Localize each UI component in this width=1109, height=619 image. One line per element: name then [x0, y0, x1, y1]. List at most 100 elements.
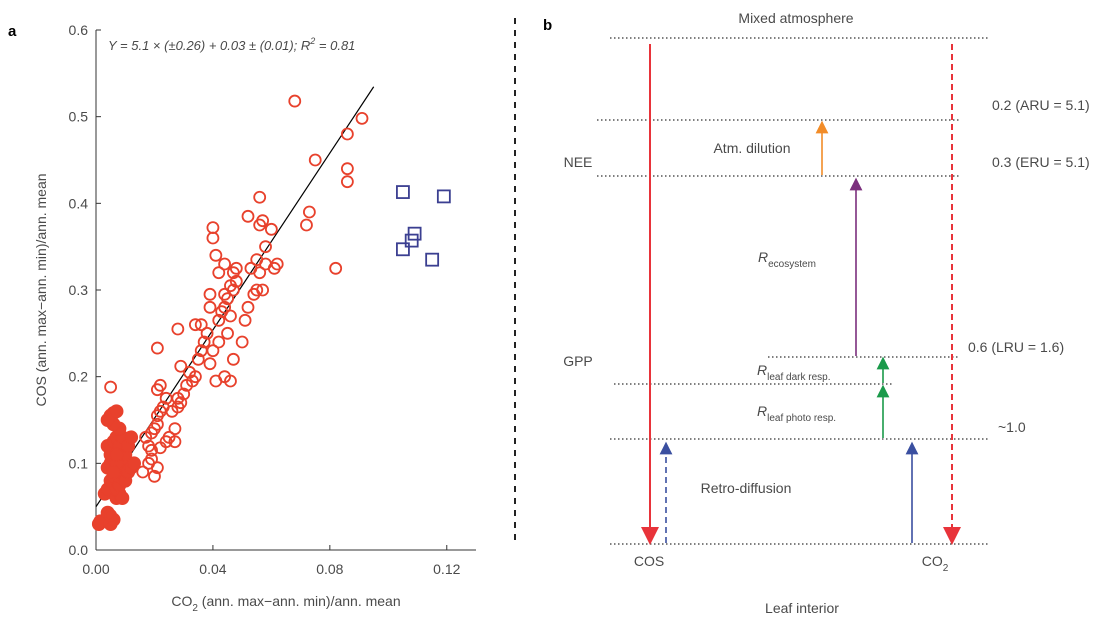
nee-label: NEE: [564, 154, 593, 170]
gpp-label: GPP: [563, 353, 593, 369]
data-point-open: [308, 153, 322, 167]
data-point-open: [153, 378, 167, 392]
data-point-open: [340, 127, 354, 141]
data-point-open: [212, 266, 226, 280]
panel-a-scatter: a 0.0 0.1 0.2 0.3 0.4 0.5 0.6 0.00 0.04 0.08 0.12…: [8, 22, 476, 614]
data-point-open: [142, 439, 156, 453]
y-tick-label: 0.6: [69, 22, 89, 38]
data-point-open: [340, 162, 354, 176]
data-point-open: [203, 357, 217, 371]
data-point-open: [136, 465, 150, 479]
data-point-filled: [109, 404, 124, 419]
level-lines: [597, 37, 990, 545]
data-point-open: [224, 309, 237, 323]
data-point-open: [235, 335, 249, 349]
r-leaf-dark-label: Rleaf dark resp.: [757, 362, 831, 383]
data-point-open: [259, 240, 272, 254]
data-point-open: [171, 322, 185, 336]
data-point-open: [250, 253, 264, 267]
data-point-open: [224, 374, 237, 388]
data-point-open: [288, 94, 302, 108]
x-axis-label: CO2 (ann. max−ann. min)/ann. mean: [171, 593, 400, 614]
data-point-open: [206, 221, 220, 235]
regression-line: [95, 86, 375, 507]
atm-dilution-label: Atm. dilution: [713, 140, 790, 156]
data-point-filled: [115, 491, 130, 505]
regression-equation: Y = 5.1 × (±0.26) + 0.03 ± (0.01); R2 = …: [108, 36, 355, 53]
data-points: [91, 94, 451, 531]
data-point-open: [241, 300, 255, 314]
data-point-open: [150, 341, 164, 355]
y-axis-label: COS (ann. max−ann. min)/ann. mean: [33, 173, 49, 406]
data-point-open: [241, 209, 255, 223]
y-tick-label: 0.4: [69, 195, 89, 211]
data-point-open: [104, 508, 118, 522]
lru-label: 0.6 (LRU = 1.6): [968, 339, 1064, 355]
data-point-open: [150, 417, 164, 431]
data-point-square: [404, 233, 419, 248]
data-point-open: [168, 422, 182, 436]
data-point-filled: [109, 447, 124, 462]
y-tick-label: 0.3: [69, 282, 89, 298]
data-point-open: [355, 112, 369, 125]
data-point-open: [340, 175, 354, 189]
data-point-open: [250, 283, 264, 297]
aru-label: 0.2 (ARU = 5.1): [992, 97, 1090, 113]
data-point-open: [221, 326, 234, 340]
data-point-open: [168, 435, 182, 449]
data-point-open: [148, 469, 161, 483]
panel-letter-b: b: [543, 17, 552, 34]
data-point-open: [188, 370, 202, 384]
data-point-open: [218, 257, 232, 271]
data-point-open: [212, 313, 226, 327]
data-point-square: [396, 185, 410, 199]
leaf-interior-label: Leaf interior: [765, 600, 839, 616]
panel-letter-a: a: [8, 23, 17, 40]
data-point-open: [174, 359, 188, 373]
data-point-square: [407, 226, 422, 241]
data-point-open: [171, 391, 185, 405]
data-point-square: [425, 252, 440, 267]
data-point-open: [206, 231, 220, 245]
data-point-open: [300, 218, 313, 232]
data-point-open: [264, 222, 278, 236]
data-point-square: [436, 189, 451, 204]
data-point-open: [194, 318, 208, 332]
panel-b-diagram: b Mixed atmosphere Leaf interior NEE GPP…: [543, 10, 1090, 616]
retro-diffusion-label: Retro-diffusion: [701, 480, 792, 496]
r-leaf-photo-label: Rleaf photo resp.: [757, 403, 836, 424]
data-point-open: [145, 452, 158, 466]
cos-label: COS: [634, 553, 664, 569]
data-point-open: [209, 248, 223, 262]
data-point-open: [200, 326, 214, 340]
x-ticks: 0.00 0.04 0.08 0.12: [82, 545, 461, 577]
y-tick-label: 0.0: [69, 542, 89, 558]
x-tick-label: 0.12: [433, 561, 460, 577]
data-point-open: [203, 300, 217, 314]
data-point-open: [302, 205, 316, 219]
data-point-open: [104, 380, 118, 394]
data-point-open: [197, 335, 211, 349]
data-point-open: [226, 352, 240, 366]
data-point-open: [212, 335, 226, 349]
x-tick-label: 0.08: [316, 561, 343, 577]
data-point-open: [188, 318, 202, 332]
data-point-open: [203, 287, 217, 301]
data-point-open: [256, 283, 270, 297]
data-point-open: [270, 257, 284, 271]
data-point-open: [229, 274, 243, 288]
y-tick-label: 0.1: [69, 455, 89, 471]
data-point-open: [218, 300, 232, 314]
data-point-open: [150, 461, 164, 475]
eru-label: 0.3 (ERU = 5.1): [992, 154, 1090, 170]
data-point-open: [191, 352, 205, 366]
data-point-open: [238, 313, 252, 327]
one-label: ~1.0: [998, 419, 1026, 435]
x-tick-label: 0.00: [82, 561, 109, 577]
data-point-open: [244, 261, 258, 275]
data-point-filled: [100, 505, 115, 520]
x-tick-label: 0.04: [199, 561, 226, 577]
y-tick-label: 0.2: [69, 369, 89, 385]
data-point-open: [253, 190, 267, 204]
